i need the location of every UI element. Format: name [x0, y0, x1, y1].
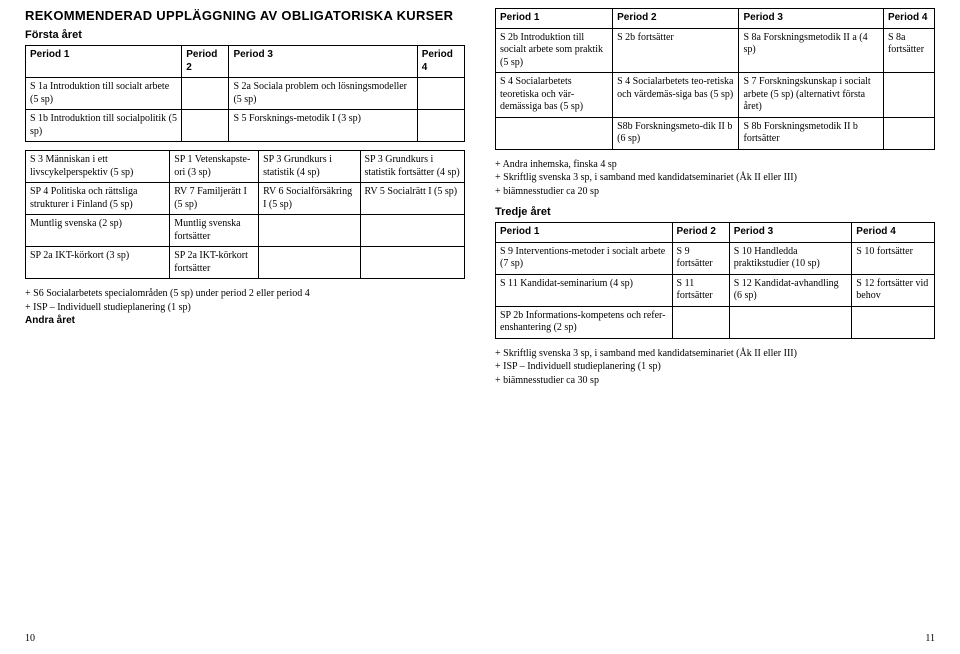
- period-header: Period 3: [729, 223, 852, 243]
- year2-heading: Andra året: [25, 314, 465, 328]
- page-number-right: 11: [925, 633, 935, 644]
- year1-table-b: S 3 Människan i ett livscykelperspektiv …: [25, 150, 465, 279]
- table-row: SP 2b Informations-kompetens och refer-e…: [496, 306, 935, 338]
- period-header: Period 2: [613, 9, 739, 29]
- year3-heading: Tredje året: [495, 206, 935, 218]
- notes-block: + Andra inhemska, finska 4 sp + Skriftli…: [495, 158, 935, 199]
- period-header: Period 1: [496, 9, 613, 29]
- period-header: Period 2: [182, 46, 229, 78]
- period-header: Period 4: [417, 46, 464, 78]
- note-line: + Skriftlig svenska 3 sp, i samband med …: [495, 347, 935, 361]
- page-number-left: 10: [25, 633, 35, 644]
- table-row: S 1b Introduktion till socialpolitik (5 …: [26, 110, 465, 142]
- note-line: + S6 Socialarbetets specialområden (5 sp…: [25, 287, 465, 301]
- period-header: Period 4: [883, 9, 934, 29]
- year1-heading: Första året: [25, 29, 465, 41]
- year1-table-a: Period 1 Period 2 Period 3 Period 4 S 1a…: [25, 45, 465, 142]
- period-header: Period 4: [852, 223, 935, 243]
- notes-block: + S6 Socialarbetets specialområden (5 sp…: [25, 287, 465, 328]
- note-line: + ISP – Individuell studieplanering (1 s…: [495, 360, 935, 374]
- notes-block: + Skriftlig svenska 3 sp, i samband med …: [495, 347, 935, 388]
- table-row: S 4 Socialarbetets teoretiska och vär-de…: [496, 73, 935, 118]
- period-header: Period 2: [672, 223, 729, 243]
- table-row: S 3 Människan i ett livscykelperspektiv …: [26, 151, 465, 183]
- period-header: Period 3: [229, 46, 417, 78]
- table-row: Muntlig svenska (2 sp) Muntlig svenska f…: [26, 215, 465, 247]
- period-header: Period 3: [739, 9, 883, 29]
- period-header: Period 1: [26, 46, 182, 78]
- table-row: S8b Forskningsmeto-dik II b (6 sp) S 8b …: [496, 117, 935, 149]
- period-header: Period 1: [496, 223, 673, 243]
- year2-table: Period 1 Period 2 Period 3 Period 4 S 2b…: [495, 8, 935, 150]
- table-row: S 2b Introduktion till socialt arbete so…: [496, 28, 935, 73]
- note-line: + biämnesstudier ca 30 sp: [495, 374, 935, 388]
- table-row: SP 2a IKT-körkort (3 sp) SP 2a IKT-körko…: [26, 247, 465, 279]
- main-heading: REKOMMENDERAD UPPLÄGGNING AV OBLIGATORIS…: [25, 8, 465, 23]
- table-row: S 9 Interventions-metoder i socialt arbe…: [496, 242, 935, 274]
- note-line: + biämnesstudier ca 20 sp: [495, 185, 935, 199]
- table-row: S 11 Kandidat-seminarium (4 sp) S 11 for…: [496, 274, 935, 306]
- note-line: + Andra inhemska, finska 4 sp: [495, 158, 935, 172]
- table-row: S 1a Introduktion till socialt arbete (5…: [26, 78, 465, 110]
- table-row: SP 4 Politiska och rättsliga strukturer …: [26, 183, 465, 215]
- note-line: + ISP – Individuell studieplanering (1 s…: [25, 301, 465, 315]
- year3-table: Period 1 Period 2 Period 3 Period 4 S 9 …: [495, 222, 935, 339]
- note-line: + Skriftlig svenska 3 sp, i samband med …: [495, 171, 935, 185]
